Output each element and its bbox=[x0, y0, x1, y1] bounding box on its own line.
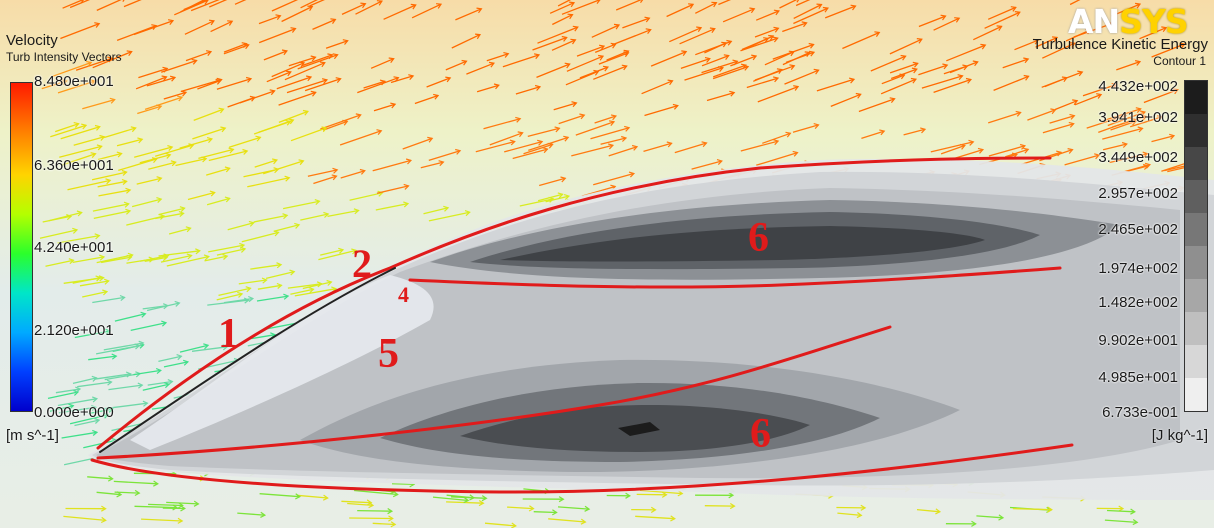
velocity-legend-title: Velocity bbox=[6, 33, 58, 49]
region-label-6-lower: 6 bbox=[750, 410, 771, 458]
velocity-tick-3: 2.120e+001 bbox=[34, 323, 114, 339]
region-label-5: 5 bbox=[378, 330, 399, 378]
tke-legend-title: Turbulence Kinetic Energy bbox=[1033, 37, 1208, 53]
velocity-unit: [m s^-1] bbox=[6, 428, 59, 444]
tke-tick-5: 1.974e+002 bbox=[1098, 261, 1178, 277]
velocity-tick-0: 8.480e+001 bbox=[34, 74, 114, 90]
region-label-4: 4 bbox=[398, 282, 409, 308]
tke-tick-6: 1.482e+002 bbox=[1098, 295, 1178, 311]
tke-tick-8: 4.985e+001 bbox=[1098, 370, 1178, 386]
tke-tick-3: 2.957e+002 bbox=[1098, 186, 1178, 202]
tke-tick-9: 6.733e-001 bbox=[1102, 405, 1178, 421]
velocity-vector bbox=[349, 518, 393, 519]
tke-tick-2: 3.449e+002 bbox=[1098, 150, 1178, 166]
tke-unit: [J kg^-1] bbox=[1152, 428, 1208, 444]
tke-colorbar bbox=[1184, 80, 1208, 412]
region-label-1: 1 bbox=[218, 310, 239, 358]
tke-legend-subtitle: Contour 1 bbox=[1153, 55, 1206, 68]
velocity-tick-1: 6.360e+001 bbox=[34, 158, 114, 174]
velocity-vector bbox=[534, 512, 557, 513]
velocity-tick-4: 0.000e+000 bbox=[34, 405, 114, 421]
region-label-6-upper: 6 bbox=[748, 214, 769, 262]
tke-tick-1: 3.941e+002 bbox=[1098, 110, 1178, 126]
tke-tick-4: 2.465e+002 bbox=[1098, 222, 1178, 238]
velocity-colorbar bbox=[10, 82, 33, 412]
velocity-vector bbox=[357, 511, 392, 512]
velocity-tick-2: 4.240e+001 bbox=[34, 240, 114, 256]
region-label-2: 2 bbox=[352, 240, 372, 287]
tke-tick-0: 4.432e+002 bbox=[1098, 79, 1178, 95]
tke-tick-7: 9.902e+001 bbox=[1098, 333, 1178, 349]
velocity-legend-subtitle: Turb Intensity Vectors bbox=[6, 51, 122, 64]
